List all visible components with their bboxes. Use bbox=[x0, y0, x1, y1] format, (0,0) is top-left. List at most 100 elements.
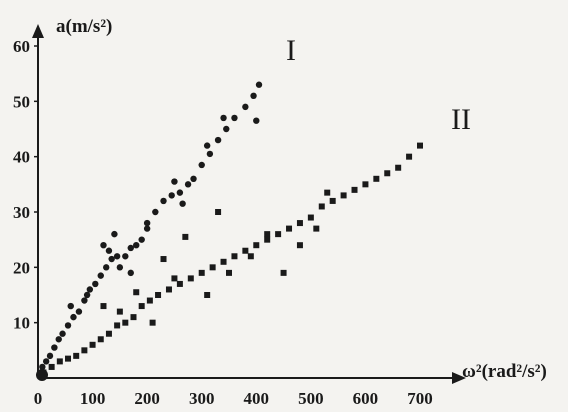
series-ii-point bbox=[130, 314, 137, 321]
series-i-point bbox=[214, 136, 222, 144]
series-ii-point bbox=[296, 242, 303, 249]
series-ii-point bbox=[340, 192, 347, 199]
series-i-point bbox=[64, 322, 72, 329]
series-i-point bbox=[83, 291, 91, 299]
series-ii-point bbox=[417, 142, 423, 149]
series-i-point bbox=[179, 200, 186, 207]
series-i-point bbox=[255, 81, 263, 88]
series-i-point bbox=[103, 264, 110, 271]
series-ii-point bbox=[395, 164, 402, 171]
series-ii-point bbox=[100, 303, 107, 310]
series-ii-point bbox=[182, 233, 189, 240]
series-ii-point bbox=[275, 231, 282, 238]
series-i-point bbox=[127, 269, 134, 277]
series-i-point bbox=[46, 352, 54, 360]
series-i-point bbox=[223, 125, 230, 133]
series-ii-point bbox=[231, 253, 238, 260]
series-i-point bbox=[105, 247, 113, 254]
series-ii-point bbox=[226, 269, 232, 276]
series-i-point bbox=[171, 178, 178, 185]
series-ii-point bbox=[220, 258, 227, 265]
series-i-point bbox=[250, 92, 257, 100]
series-i-point bbox=[116, 264, 124, 271]
series-ii-point bbox=[65, 355, 72, 362]
series-ii-point bbox=[209, 264, 216, 271]
series-i-point bbox=[108, 255, 115, 263]
points-group bbox=[36, 81, 423, 381]
series-i-point bbox=[86, 286, 94, 293]
y-tick-label: 20 bbox=[13, 258, 30, 277]
series-i-point bbox=[55, 336, 62, 343]
y-axis-title: a(m/s²) bbox=[56, 16, 112, 37]
series-ii-point bbox=[318, 203, 325, 210]
series-ii-point bbox=[280, 269, 287, 276]
series-i-point bbox=[75, 308, 83, 315]
series-i-point bbox=[143, 219, 151, 227]
series-ii-point bbox=[264, 236, 271, 243]
series-i-point bbox=[59, 330, 66, 337]
series-ii-point bbox=[324, 189, 331, 196]
series-i-point bbox=[122, 253, 129, 260]
series-ii-point bbox=[286, 225, 293, 232]
series-i-point bbox=[253, 117, 260, 124]
series-ii-point bbox=[198, 269, 205, 276]
series-ii-point bbox=[253, 242, 260, 249]
series-ii-point bbox=[155, 292, 162, 298]
series-i-point bbox=[70, 313, 77, 321]
series-i-point bbox=[206, 150, 214, 158]
series-i-point bbox=[220, 114, 227, 122]
series-ii-point bbox=[73, 352, 80, 359]
series-i-point bbox=[92, 280, 99, 288]
series-ii-point bbox=[242, 247, 249, 254]
tick-group: 0 100 200 300 400 500 600 700 10 20 30 40 50 60 bbox=[13, 37, 433, 408]
series-ii-point bbox=[329, 197, 336, 204]
series-ii-point bbox=[296, 220, 303, 227]
series-ii-point bbox=[89, 341, 96, 348]
series-i-point bbox=[127, 244, 134, 252]
series-ii-point bbox=[133, 289, 140, 296]
series-ii-point bbox=[351, 186, 358, 193]
series-ii-point bbox=[204, 292, 211, 298]
series-ii-point bbox=[406, 153, 413, 160]
series-i-point bbox=[97, 272, 104, 279]
y-tick-label: 60 bbox=[13, 37, 30, 56]
x-axis-arrow bbox=[452, 372, 466, 384]
series-i-point bbox=[113, 253, 121, 260]
series-i-point bbox=[198, 161, 205, 169]
series-i-point bbox=[168, 192, 175, 199]
series-i-point bbox=[152, 208, 159, 216]
series-ii-point bbox=[384, 170, 391, 177]
series-i-point bbox=[203, 142, 211, 149]
series-i-point bbox=[39, 363, 46, 371]
series-i-point bbox=[231, 114, 238, 122]
series-ii-point bbox=[116, 308, 123, 315]
series-label-II: II bbox=[451, 103, 471, 136]
series-ii-point bbox=[307, 214, 314, 221]
y-axis-arrow bbox=[32, 24, 44, 38]
series-i-point bbox=[111, 230, 118, 238]
series-i-point bbox=[42, 358, 50, 365]
y-tick-label: 10 bbox=[13, 314, 30, 333]
series-i-point bbox=[176, 189, 184, 196]
series-ii-point bbox=[373, 175, 380, 182]
series-i-point bbox=[133, 242, 140, 249]
series-ii-point bbox=[138, 303, 145, 310]
x-tick-label: 600 bbox=[353, 389, 379, 408]
series-ii-point bbox=[165, 286, 172, 293]
series-i-point bbox=[160, 197, 167, 205]
x-tick-label: 700 bbox=[407, 389, 433, 408]
series-ii-point bbox=[187, 275, 194, 282]
series-ii-point bbox=[215, 209, 222, 215]
series-ii-point bbox=[176, 280, 183, 287]
series-ii-point bbox=[56, 358, 63, 365]
series-ii-point bbox=[114, 322, 121, 329]
series-ii-point bbox=[146, 297, 153, 304]
series-i-point bbox=[143, 225, 151, 232]
series-label-I: I bbox=[286, 34, 296, 67]
x-tick-label: 0 bbox=[34, 389, 43, 408]
series-ii-point bbox=[362, 181, 369, 188]
x-tick-label: 400 bbox=[244, 389, 270, 408]
origin-cluster-mark bbox=[36, 369, 48, 381]
x-tick-label: 100 bbox=[80, 389, 106, 408]
